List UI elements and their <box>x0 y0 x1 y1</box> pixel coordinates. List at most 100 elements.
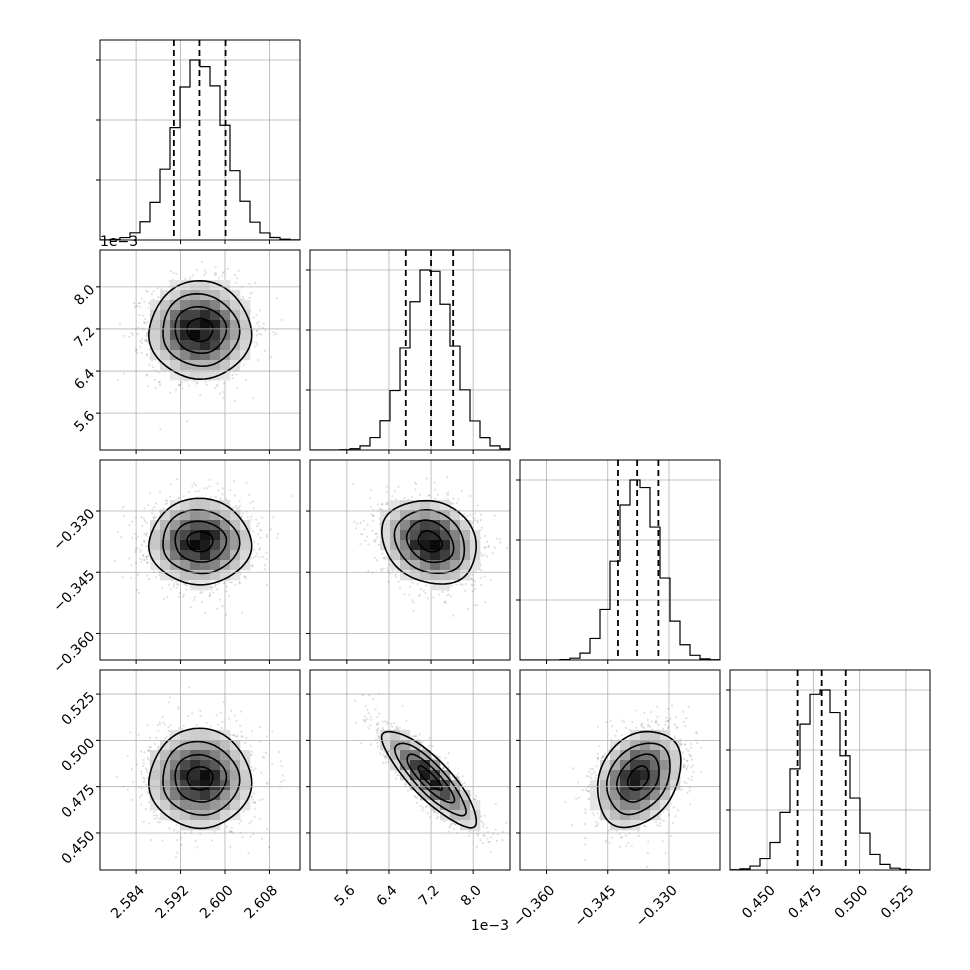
contour-3 <box>147 497 253 586</box>
scatter-point <box>276 536 279 540</box>
scatter-point <box>251 397 255 400</box>
scatter-point <box>247 493 251 496</box>
density-cell <box>230 350 241 361</box>
density-cell <box>180 520 191 531</box>
scatter-point <box>473 584 476 587</box>
scatter-point <box>120 536 123 539</box>
scatter-point <box>237 506 240 509</box>
scatter-point <box>128 524 131 527</box>
scatter-point <box>367 543 370 546</box>
density-cell <box>180 570 191 581</box>
scatter-point <box>384 557 387 560</box>
scatter-point <box>123 514 126 517</box>
scatter-point <box>193 595 196 599</box>
scatter-point <box>152 516 155 519</box>
scatter-point <box>187 491 190 494</box>
density-cell <box>220 550 231 561</box>
scatter-point <box>235 373 238 376</box>
scatter-point <box>191 485 194 488</box>
density-cell <box>180 350 191 361</box>
scatter-point <box>487 545 490 549</box>
panel-content <box>100 40 300 240</box>
scatter-point <box>261 326 264 329</box>
scatter-point <box>489 578 492 581</box>
density-cell <box>180 500 191 511</box>
scatter-point <box>460 489 463 493</box>
scatter-point <box>185 588 188 591</box>
scatter-point <box>498 541 502 544</box>
scatter-point <box>249 501 252 504</box>
scatter-point <box>139 345 142 348</box>
panel-1-1 <box>306 249 511 454</box>
panel-1-0 <box>96 249 301 454</box>
scatter-point <box>133 305 137 308</box>
density-cell <box>190 570 201 581</box>
scatter-point <box>194 490 197 493</box>
scatter-point <box>143 533 146 536</box>
scatter-point <box>142 517 146 520</box>
scatter-point <box>196 381 199 384</box>
scatter-point <box>139 560 142 563</box>
scatter-point <box>136 351 139 355</box>
scatter-point <box>183 277 187 280</box>
scatter-point <box>235 281 238 285</box>
scatter-point <box>380 503 384 506</box>
density-cell <box>160 570 171 581</box>
density-cell <box>230 560 241 571</box>
scatter-point <box>184 583 187 586</box>
scatter-point <box>145 555 148 559</box>
density-cell <box>150 550 161 561</box>
scatter-point <box>385 490 388 494</box>
scatter-point <box>216 384 219 388</box>
scatter-point <box>135 348 138 351</box>
density-cell <box>170 520 181 531</box>
panel-2-1 <box>306 459 511 664</box>
scatter-point <box>251 340 254 343</box>
density-cell <box>230 330 241 341</box>
scatter-point <box>272 516 275 519</box>
scatter-point <box>182 495 185 498</box>
scatter-point <box>240 515 243 518</box>
scatter-point <box>143 507 146 510</box>
scatter-point <box>185 584 188 587</box>
scatter-point <box>221 271 224 274</box>
scatter-point <box>221 493 224 496</box>
density-cell <box>180 360 191 371</box>
scatter-point <box>208 485 211 488</box>
scatter-point <box>391 495 394 498</box>
scatter-point <box>209 594 212 597</box>
scatter-point <box>158 490 162 493</box>
scatter-point <box>256 552 259 555</box>
scatter-point <box>146 332 149 335</box>
scatter-point <box>134 562 138 565</box>
scatter-point <box>365 535 369 538</box>
scatter-point <box>143 321 147 325</box>
scatter-point <box>396 570 400 573</box>
scatter-point <box>145 335 148 338</box>
contour-1 <box>174 306 228 354</box>
density-cell <box>220 510 231 521</box>
scatter-point <box>366 523 369 526</box>
scatter-point <box>233 399 236 403</box>
density-cell <box>220 340 231 351</box>
density-cell <box>210 280 221 291</box>
scatter-point <box>259 309 262 312</box>
scatter-point <box>352 482 355 486</box>
scatter-point <box>262 322 265 325</box>
panels: 2.584 2.592 2.600 2.608 5.6 6.4 7.2 8.0 −0.360 −0… <box>50 39 931 930</box>
scatter-point <box>257 320 260 323</box>
scatter-point <box>212 591 215 594</box>
scatter-point <box>261 555 264 558</box>
scatter-point <box>131 333 134 337</box>
scatter-point <box>255 322 259 325</box>
scatter-point <box>175 272 178 276</box>
scatter-point <box>263 349 266 352</box>
scatter-point <box>137 302 140 305</box>
density-cell <box>220 370 231 381</box>
scatter-point <box>385 485 389 488</box>
scatter-point <box>135 537 138 540</box>
density-cell <box>180 320 191 331</box>
scatter-point <box>473 588 477 591</box>
scatter-point <box>204 380 207 384</box>
contour-1 <box>174 520 228 563</box>
